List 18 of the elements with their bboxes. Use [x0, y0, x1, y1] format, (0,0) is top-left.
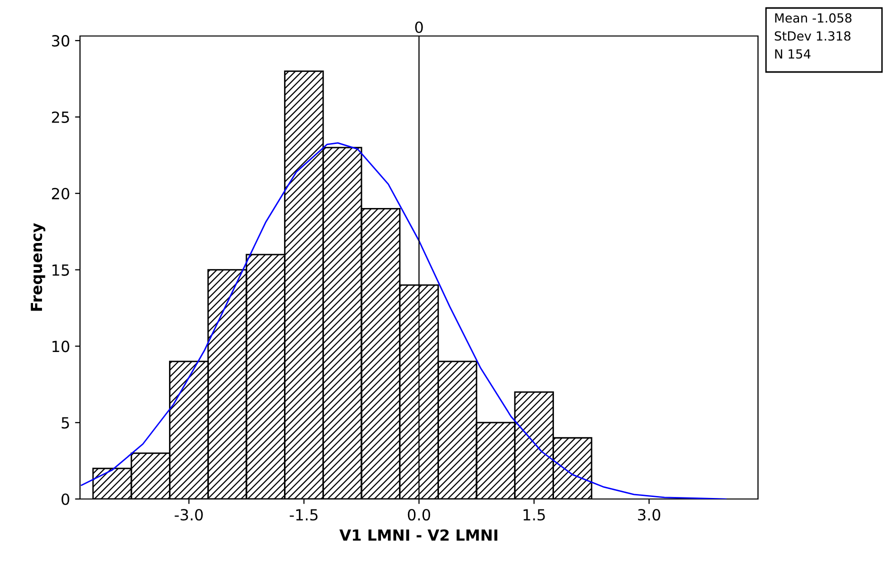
y-tick-label: 30 — [52, 35, 70, 47]
x-tick-label: -3.0 — [174, 508, 203, 521]
y-tick-label: 20 — [52, 188, 70, 200]
y-tick-label: 25 — [52, 111, 69, 124]
y-tick-label: 10 — [52, 340, 70, 352]
x-axis-title: V1 LMNI - V2 LMNI — [339, 529, 498, 541]
y-tick-label: 5 — [62, 417, 69, 429]
x-tick-label: 3.0 — [638, 508, 660, 521]
x-tick-label: 0.0 — [408, 508, 430, 521]
x-tick-label: 1.5 — [524, 509, 545, 521]
text: Mean -1.058 — [775, 13, 852, 23]
y-axis-title: Frequency — [30, 223, 46, 311]
y-tick-label: 15 — [52, 264, 69, 276]
ref-line-label: 0 — [415, 21, 423, 34]
text: StDev 1.318 — [774, 31, 850, 41]
y-tick-label: 0 — [62, 493, 70, 506]
x-tick-label: -1.5 — [290, 509, 318, 521]
text: N 154 — [775, 49, 810, 59]
